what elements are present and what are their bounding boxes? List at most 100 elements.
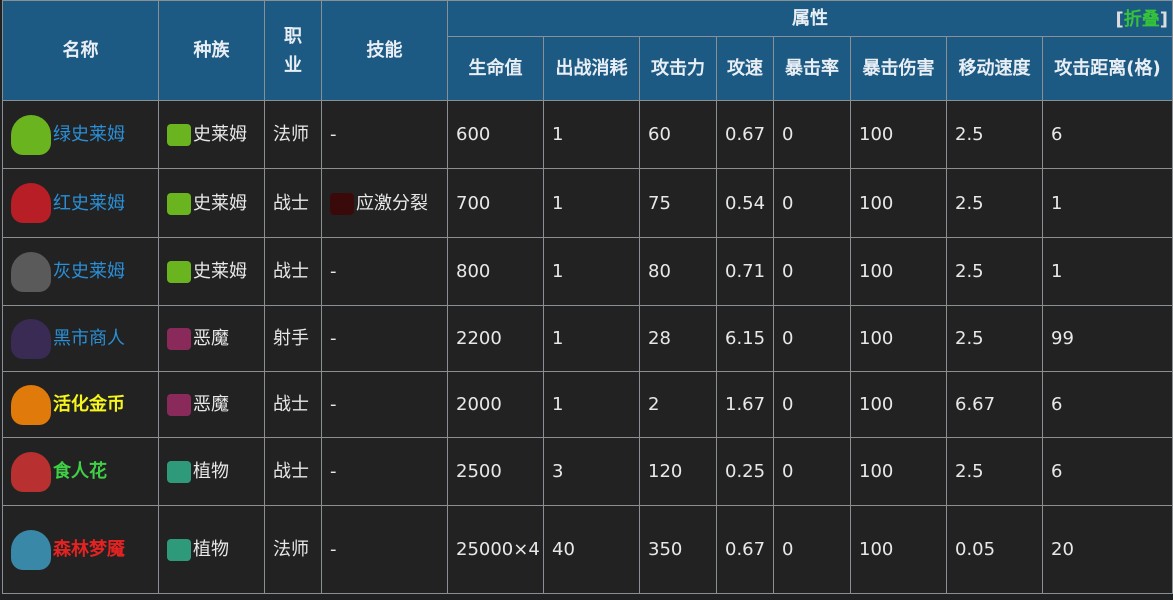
monster-name-link[interactable]: 红史莱姆	[53, 192, 125, 214]
skill-label: -	[330, 539, 337, 560]
attr-cell-6: 2.5	[946, 100, 1043, 169]
attr-cell-2: 60	[639, 100, 717, 169]
attributes-label: 属性	[792, 8, 828, 29]
attr-cell-4: 0	[773, 237, 851, 306]
job-cell: 战士	[264, 437, 322, 506]
monster-name-link[interactable]: 灰史莱姆	[53, 261, 125, 282]
table-row: 绿史莱姆 史莱姆 法师 - 600 1 60 0.67 0 100 2.5 6	[2, 100, 1173, 169]
attr-cell-5: 100	[850, 168, 947, 238]
table-row: 活化金币 恶魔 战士 - 2000 1 2 1.67 0 100 6.67 6	[2, 371, 1173, 438]
attr-cell-1: 40	[543, 505, 640, 594]
demon-icon	[167, 394, 191, 416]
job-cell: 战士	[264, 371, 322, 438]
name-cell: 森林梦魇	[2, 505, 159, 594]
attr-cell-2: 2	[639, 371, 717, 438]
collapse-link: 折叠	[1123, 9, 1160, 30]
attr-cell-6: 0.05	[946, 505, 1043, 594]
skill-cell: -	[321, 305, 448, 372]
race-label: 恶魔	[193, 328, 229, 349]
attr-cell-0: 25000×4	[447, 505, 544, 594]
header-attributes: 属性 [折叠]	[447, 0, 1173, 37]
header-name: 名称	[2, 0, 159, 101]
skill-label: 应激分裂	[356, 192, 428, 214]
monster-name-link[interactable]: 黑市商人	[53, 328, 125, 349]
attr-cell-7: 20	[1042, 505, 1173, 594]
attr-cell-5: 100	[850, 371, 947, 438]
attr-cell-0: 2000	[447, 371, 544, 438]
skill-cell: -	[321, 505, 448, 594]
table-row: 红史莱姆 史莱姆 战士 应激分裂 700 1 75 0.54 0 100 2.5 1	[2, 168, 1173, 238]
skill-cell: -	[321, 371, 448, 438]
skill-label: -	[330, 394, 337, 415]
name-cell: 活化金币	[2, 371, 159, 438]
job-label: 战士	[273, 394, 309, 415]
job-cell: 战士	[264, 237, 322, 306]
attr-cell-2: 75	[639, 168, 717, 238]
header-attr-3: 攻速	[716, 36, 774, 101]
collapse-toggle[interactable]: [折叠]	[1115, 9, 1168, 30]
monster-name-link[interactable]: 绿史莱姆	[53, 124, 125, 145]
header-skill: 技能	[321, 0, 448, 101]
job-cell: 射手	[264, 305, 322, 372]
race-label: 植物	[193, 539, 229, 560]
attr-cell-2: 120	[639, 437, 717, 506]
green-slime-icon	[11, 114, 51, 155]
attr-cell-6: 2.5	[946, 168, 1043, 238]
attr-cell-1: 1	[543, 237, 640, 306]
attr-cell-1: 1	[543, 168, 640, 238]
attr-cell-4: 0	[773, 371, 851, 438]
header-job: 职业	[264, 0, 322, 101]
attr-cell-5: 100	[850, 100, 947, 169]
job-label: 法师	[273, 124, 309, 145]
attr-cell-0: 700	[447, 168, 544, 238]
demon-icon	[167, 328, 191, 350]
monster-name-link[interactable]: 活化金币	[53, 394, 125, 415]
attr-cell-4: 0	[773, 305, 851, 372]
table-row: 灰史莱姆 史莱姆 战士 -800 1 80 0.71 0 100 2.5 1	[2, 237, 1173, 306]
attr-cell-6: 2.5	[946, 305, 1043, 372]
skill-label: -	[330, 461, 337, 482]
header-attr-7: 攻击距离(格)	[1042, 36, 1173, 101]
job-cell: 法师	[264, 100, 322, 169]
job-cell: 战士	[264, 168, 322, 238]
split-skill-icon	[330, 192, 354, 215]
skill-label: -	[330, 124, 337, 145]
attr-cell-4: 0	[773, 168, 851, 238]
header-attr-2: 攻击力	[639, 36, 717, 101]
race-label: 植物	[193, 461, 229, 482]
forest-nightmare-icon	[11, 529, 51, 570]
attr-cell-3: 0.54	[716, 168, 774, 238]
attr-cell-6: 2.5	[946, 237, 1043, 306]
job-label: 战士	[273, 192, 309, 214]
monster-name-link[interactable]: 食人花	[53, 461, 107, 482]
attr-cell-1: 1	[543, 305, 640, 372]
attr-cell-4: 0	[773, 437, 851, 506]
attr-cell-3: 0.25	[716, 437, 774, 506]
attr-cell-5: 100	[850, 437, 947, 506]
attr-cell-1: 3	[543, 437, 640, 506]
skill-label: -	[330, 328, 337, 349]
attr-cell-2: 28	[639, 305, 717, 372]
attr-cell-0: 2200	[447, 305, 544, 372]
skill-cell: 应激分裂	[321, 168, 448, 238]
attr-cell-0: 600	[447, 100, 544, 169]
monster-name-link[interactable]: 森林梦魇	[53, 539, 125, 560]
table-row: 森林梦魇 植物 法师 - 25000×4 40 350 0.67 0 100 0.05 20	[2, 505, 1173, 594]
attr-cell-0: 2500	[447, 437, 544, 506]
race-cell: 植物	[158, 505, 265, 594]
attr-cell-3: 1.67	[716, 371, 774, 438]
attr-cell-1: 1	[543, 100, 640, 169]
attr-cell-2: 80	[639, 237, 717, 306]
attr-cell-3: 6.15	[716, 305, 774, 372]
name-cell: 黑市商人	[2, 305, 159, 372]
attr-cell-7: 99	[1042, 305, 1173, 372]
slime-icon	[167, 192, 191, 215]
job-label: 射手	[273, 328, 309, 349]
attr-cell-7: 1	[1042, 237, 1173, 306]
race-cell: 史莱姆	[158, 168, 265, 238]
table-row: 黑市商人 恶魔 射手 - 2200 1 28 6.15 0 100 2.5 99	[2, 305, 1173, 372]
plant-icon	[167, 539, 191, 561]
job-label: 法师	[273, 539, 309, 560]
gray-slime-icon	[11, 251, 51, 292]
header-attr-6: 移动速度	[946, 36, 1043, 101]
